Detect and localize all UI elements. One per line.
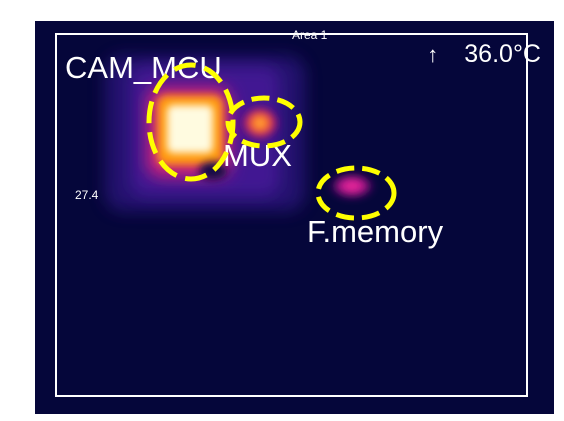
max-temperature-value: 36.0°C bbox=[464, 40, 541, 68]
fmemory-label: F.memory bbox=[307, 214, 444, 249]
measurement-area-box: Area 1 bbox=[55, 28, 528, 397]
mux-callout bbox=[225, 95, 303, 149]
thermal-heatmap bbox=[105, 56, 376, 211]
cam-mcu-core bbox=[167, 105, 213, 153]
scale-min-label: 27.4 bbox=[75, 188, 99, 202]
thermal-image: Area 1 ↑ 36.0°C 27.4 CAM_MCU MUX F.memory bbox=[35, 21, 554, 414]
up-arrow-icon: ↑ bbox=[427, 42, 439, 67]
max-temperature-readout: ↑ 36.0°C bbox=[427, 40, 541, 69]
fmemory-callout bbox=[315, 165, 397, 221]
area-label: Area 1 bbox=[292, 28, 328, 42]
callout-overlay bbox=[146, 62, 397, 221]
cam-mcu-label: CAM_MCU bbox=[65, 50, 222, 85]
mux-hotspot bbox=[240, 105, 280, 141]
fmemory-hotspot bbox=[328, 172, 376, 200]
cam-mcu-callout bbox=[146, 62, 236, 182]
